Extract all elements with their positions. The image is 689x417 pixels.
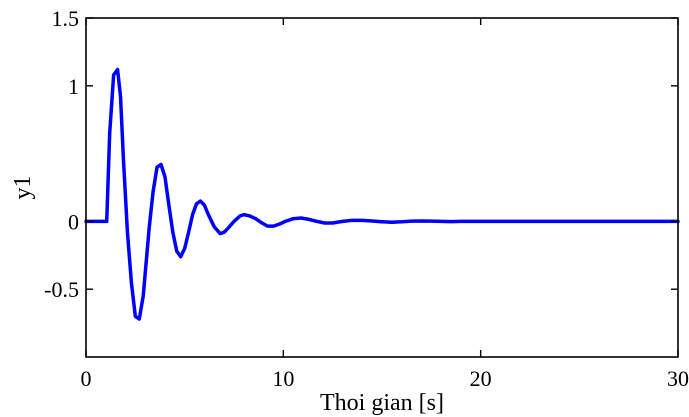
series-line-0 xyxy=(84,67,680,321)
x-tick-label-2: 20 xyxy=(470,366,492,391)
plot-frame xyxy=(85,17,679,358)
y-tick-label-2: 1 xyxy=(68,74,79,99)
y-tick-label-3: 1.5 xyxy=(52,6,80,31)
x-tick-label-3: 30 xyxy=(667,366,689,391)
x-tick-labels: 0 10 20 30 xyxy=(81,366,689,391)
x-tick-label-1: 10 xyxy=(272,366,294,391)
series-line-layer xyxy=(84,67,680,321)
y-tick-label-1: 0 xyxy=(68,209,79,234)
plot-area xyxy=(84,17,680,358)
x-tick-label-0: 0 xyxy=(81,366,92,391)
y-tick-label-0: -0.5 xyxy=(44,277,79,302)
y-axis-label: y1 xyxy=(10,176,36,200)
y-tick-labels: -0.5 0 1 1.5 xyxy=(44,6,79,302)
x-axis-label: Thoi gian [s] xyxy=(320,390,444,416)
tick-mark-layer xyxy=(85,17,679,357)
